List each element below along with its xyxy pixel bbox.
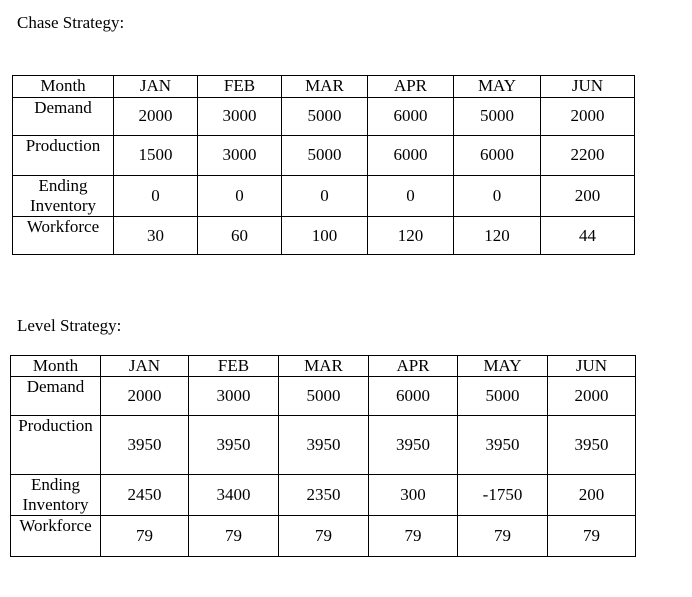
row-label-ending-inventory: Ending Inventory (12, 174, 114, 218)
cell-value: -1750 (457, 474, 548, 517)
cell-value: 5000 (278, 376, 369, 417)
cell-value: 100 (281, 216, 368, 256)
level-strategy-title: Level Strategy: (17, 316, 122, 335)
cell-value: 5000 (281, 135, 368, 176)
table-row-production: Production 1500 3000 5000 6000 6000 2200 (12, 135, 635, 176)
cell-value: 3950 (368, 415, 458, 476)
chase-strategy-table: Month JAN FEB MAR APR MAY JUN Demand 200… (12, 75, 635, 256)
cell-value: 79 (547, 515, 636, 558)
table-row-workforce: Workforce 79 79 79 79 79 79 (10, 515, 636, 558)
cell-value: 5000 (281, 97, 368, 136)
cell-value: 3950 (457, 415, 548, 476)
cell-value: 0 (367, 174, 454, 218)
cell-value: 79 (278, 515, 369, 558)
column-header-jun: JUN (547, 354, 636, 378)
cell-value: 3000 (188, 376, 279, 417)
column-header-month: Month (10, 354, 101, 378)
chase-strategy-title: Chase Strategy: (17, 13, 125, 32)
row-label-production: Production (10, 415, 101, 476)
cell-value: 0 (197, 174, 282, 218)
cell-value: 3950 (188, 415, 279, 476)
column-header-apr: APR (367, 75, 454, 98)
cell-value: 3400 (188, 474, 279, 517)
column-header-month: Month (12, 75, 114, 98)
cell-value: 79 (457, 515, 548, 558)
cell-value: 2000 (547, 376, 636, 417)
cell-value: 79 (368, 515, 458, 558)
cell-value: 5000 (457, 376, 548, 417)
cell-value: 30 (113, 216, 198, 256)
table-row-workforce: Workforce 30 60 100 120 120 44 (12, 216, 635, 256)
cell-value: 3950 (100, 415, 189, 476)
cell-value: 200 (547, 474, 636, 517)
row-label-ending-inventory: Ending Inventory (10, 474, 101, 517)
table-header-row: Month JAN FEB MAR APR MAY JUN (10, 354, 636, 378)
cell-value: 60 (197, 216, 282, 256)
column-header-may: MAY (457, 354, 548, 378)
cell-value: 3000 (197, 135, 282, 176)
cell-value: 120 (367, 216, 454, 256)
cell-value: 0 (281, 174, 368, 218)
table-row-demand: Demand 2000 3000 5000 6000 5000 2000 (12, 97, 635, 136)
column-header-may: MAY (453, 75, 541, 98)
row-label-demand: Demand (12, 97, 114, 136)
cell-value: 2350 (278, 474, 369, 517)
column-header-jan: JAN (100, 354, 189, 378)
cell-value: 1500 (113, 135, 198, 176)
cell-value: 6000 (367, 135, 454, 176)
cell-value: 2200 (540, 135, 635, 176)
cell-value: 5000 (453, 97, 541, 136)
row-label-workforce: Workforce (12, 216, 114, 256)
column-header-mar: MAR (281, 75, 368, 98)
cell-value: 6000 (453, 135, 541, 176)
cell-value: 3000 (197, 97, 282, 136)
column-header-mar: MAR (278, 354, 369, 378)
column-header-apr: APR (368, 354, 458, 378)
cell-value: 0 (453, 174, 541, 218)
cell-value: 79 (100, 515, 189, 558)
table-row-production: Production 3950 3950 3950 3950 3950 3950 (10, 415, 636, 476)
cell-value: 2450 (100, 474, 189, 517)
cell-value: 2000 (540, 97, 635, 136)
cell-value: 2000 (100, 376, 189, 417)
level-strategy-table: Month JAN FEB MAR APR MAY JUN Demand 200… (10, 354, 636, 558)
cell-value: 3950 (547, 415, 636, 476)
cell-value: 300 (368, 474, 458, 517)
cell-value: 200 (540, 174, 635, 218)
column-header-feb: FEB (197, 75, 282, 98)
row-label-workforce: Workforce (10, 515, 101, 558)
cell-value: 120 (453, 216, 541, 256)
cell-value: 3950 (278, 415, 369, 476)
cell-value: 79 (188, 515, 279, 558)
table-row-demand: Demand 2000 3000 5000 6000 5000 2000 (10, 376, 636, 417)
cell-value: 2000 (113, 97, 198, 136)
table-row-ending-inventory: Ending Inventory 2450 3400 2350 300 -175… (10, 474, 636, 517)
cell-value: 0 (113, 174, 198, 218)
column-header-jun: JUN (540, 75, 635, 98)
table-row-ending-inventory: Ending Inventory 0 0 0 0 0 200 (12, 174, 635, 218)
table-header-row: Month JAN FEB MAR APR MAY JUN (12, 75, 635, 98)
cell-value: 6000 (367, 97, 454, 136)
column-header-feb: FEB (188, 354, 279, 378)
row-label-production: Production (12, 135, 114, 176)
row-label-demand: Demand (10, 376, 101, 417)
cell-value: 6000 (368, 376, 458, 417)
column-header-jan: JAN (113, 75, 198, 98)
cell-value: 44 (540, 216, 635, 256)
